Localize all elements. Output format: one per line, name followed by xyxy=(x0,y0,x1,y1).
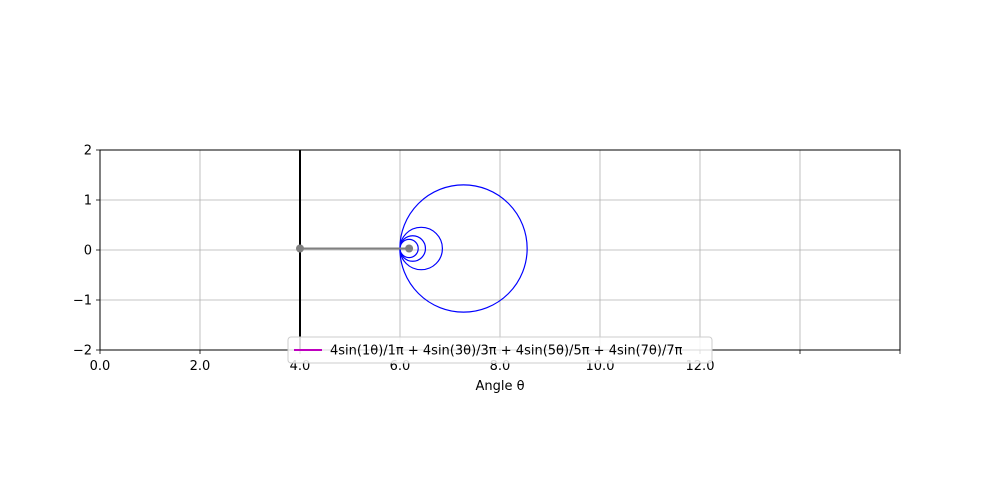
point-marker xyxy=(296,244,304,253)
y-tick-label: 2 xyxy=(84,144,92,159)
y-tick-label: 1 xyxy=(84,194,92,209)
point-marker xyxy=(405,244,414,253)
y-tick-label: 0 xyxy=(84,244,92,259)
plot-area xyxy=(296,150,528,350)
x-axis-label: Angle θ xyxy=(475,379,524,394)
y-tick-label: −2 xyxy=(73,344,92,359)
y-tick-label: −1 xyxy=(73,294,92,309)
legend-entry-label: 4sin(1θ)/1π + 4sin(3θ)/3π + 4sin(5θ)/5π … xyxy=(330,344,683,359)
legend-box xyxy=(287,336,713,364)
x-tick-label: 2.0 xyxy=(190,359,211,374)
x-tick-label: 0.0 xyxy=(90,359,111,374)
legend: 4sin(1θ)/1π + 4sin(3θ)/3π + 4sin(5θ)/5π … xyxy=(287,336,713,364)
